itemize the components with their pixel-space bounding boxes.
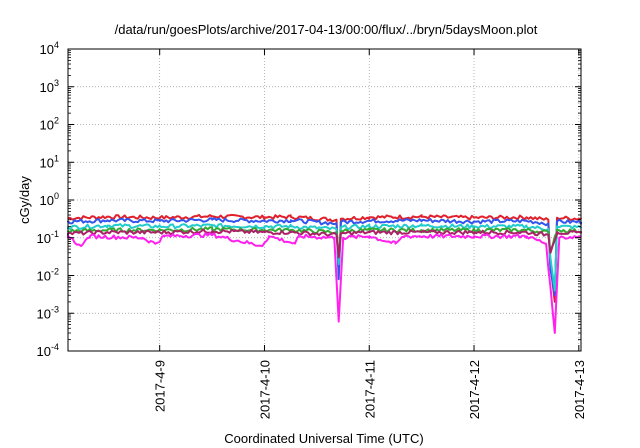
y-tick-label: 101	[40, 153, 59, 170]
plot-frame	[67, 48, 582, 352]
x-axis-label: Coordinated Universal Time (UTC)	[224, 431, 423, 446]
series-line-4	[67, 228, 582, 259]
x-tick-label: 2017-4-11	[362, 360, 377, 418]
y-tick-label: 10-3	[37, 304, 59, 321]
x-tick-label: 2017-4-9	[153, 360, 168, 412]
x-tick-label: 2017-4-12	[467, 360, 482, 419]
series-line-3	[67, 226, 582, 259]
y-tick-label: 100	[40, 191, 59, 208]
chart-title: /data/run/goesPlots/archive/2017-04-13/0…	[115, 22, 538, 37]
y-tick-label: 10-1	[37, 229, 59, 246]
grid	[68, 49, 581, 351]
x-tick-label: 2017-4-10	[257, 360, 272, 419]
series-line-5	[67, 232, 582, 334]
series-line-0	[67, 213, 582, 303]
y-axis: 10-4 10-3 10-2 10-1 100 101 102 103 104	[37, 40, 581, 359]
y-tick-label: 10-2	[37, 267, 59, 284]
y-tick-label: 103	[40, 78, 59, 95]
series-line-1	[67, 217, 582, 297]
y-tick-label: 104	[40, 40, 59, 57]
x-axis: 2017-4-9 2017-4-10 2017-4-11 2017-4-12 2017-…	[153, 49, 587, 419]
series-line-2	[67, 222, 582, 292]
y-axis-label: cGy/day	[17, 176, 32, 224]
y-tick-label: 10-4	[37, 342, 59, 359]
y-tick-label: 102	[40, 116, 59, 133]
x-tick-label: 2017-4-13	[572, 360, 587, 419]
series-group	[67, 213, 582, 334]
